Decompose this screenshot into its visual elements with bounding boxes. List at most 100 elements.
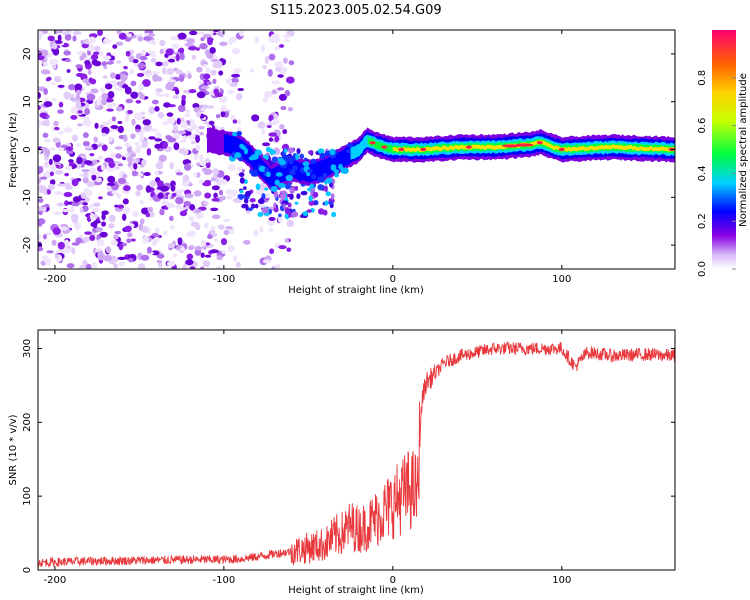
noise-blob [262,65,267,70]
noise-blob [188,245,195,251]
noise-blob [54,191,63,196]
colorbar-tick-label: 0.2 [697,213,708,229]
noise-blob [241,169,245,173]
noise-blob [118,261,126,267]
noise-blob [166,112,174,117]
noise-blob [310,191,314,195]
noise-blob [209,249,219,254]
noise-blob [122,198,129,205]
noise-blob [308,195,313,202]
noise-blob [198,179,205,184]
noise-blob [54,254,60,259]
noise-blob [179,52,185,61]
noise-blob [106,108,114,112]
noise-blob [107,90,115,99]
noise-blob [177,237,183,246]
noise-blob [48,158,53,166]
snr-y-ticks: 0 100 200 300 [22,339,675,573]
noise-blob [75,93,81,101]
noise-blob [289,193,294,200]
noise-blob [130,91,139,99]
noise-blob [123,153,129,158]
ridge-blob [346,148,351,154]
noise-blob [131,118,136,126]
noise-blob [86,93,96,101]
noise-blob [273,113,279,120]
noise-blob [193,172,198,177]
noise-blob [174,88,180,95]
noise-blob [71,201,80,207]
noise-blob [239,30,244,37]
noise-blob [170,184,176,192]
noise-blob [91,262,98,269]
noise-blob [49,171,54,177]
noise-blob [82,176,89,184]
noise-blob [230,77,239,83]
noise-blob [172,253,178,258]
noise-blob [195,47,200,51]
noise-blob [60,226,68,231]
noise-blob [106,187,113,191]
noise-blob [38,92,41,99]
noise-blob [199,266,205,269]
noise-blob [296,193,301,200]
noise-blob [213,238,218,242]
spectrogram-y-ticks: -20 -10 0 10 20 [22,48,675,253]
ridge-blob [317,176,325,183]
noise-blob [268,132,277,137]
noise-blob [43,88,48,95]
noise-blob [116,193,122,199]
ridge-blob [275,172,283,177]
ridge-blob [340,166,345,174]
noise-blob [97,143,103,148]
noise-blob [114,166,120,170]
noise-blob [211,197,220,202]
noise-blob [86,181,95,188]
noise-blob [202,260,211,268]
noise-blob [238,195,244,200]
noise-blob [139,55,148,61]
noise-blob [129,68,135,75]
noise-blob [207,37,214,42]
noise-blob [277,87,285,91]
noise-blob [243,186,247,190]
noise-blob [259,226,264,233]
noise-blob [157,93,166,97]
noise-blob [61,247,70,254]
noise-blob [196,66,203,73]
noise-blob [117,256,127,260]
noise-blob [200,107,206,112]
noise-blob [200,252,205,258]
noise-blob [53,120,59,127]
noise-blob [181,98,186,107]
noise-blob [179,121,188,129]
noise-blob [52,154,62,163]
ridge-blob [236,130,242,137]
noise-blob [166,260,176,267]
noise-blob [82,132,89,139]
noise-blob [254,36,260,44]
ridge-peak [465,145,472,149]
noise-blob [131,169,137,177]
noise-blob [38,209,43,216]
noise-blob [196,91,206,99]
noise-blob [40,49,49,57]
noise-blob [282,34,291,39]
ridge-blob [325,177,333,184]
noise-blob [64,172,70,177]
noise-blob [115,106,123,112]
noise-blob [257,121,266,129]
ridge-blob [234,152,242,159]
noise-blob [285,76,295,84]
noise-blob [156,259,163,264]
noise-blob [71,178,79,187]
spectrogram-x-ticks: -200 -100 0 100 [44,30,571,285]
noise-blob [108,223,115,229]
noise-blob [183,200,191,207]
noise-blob [278,213,282,218]
noise-blob [72,35,77,42]
noise-blob [124,142,130,148]
noise-blob [134,141,140,147]
noise-blob [107,119,112,125]
spectrogram-x-label: Height of straight line (km) [288,285,424,296]
